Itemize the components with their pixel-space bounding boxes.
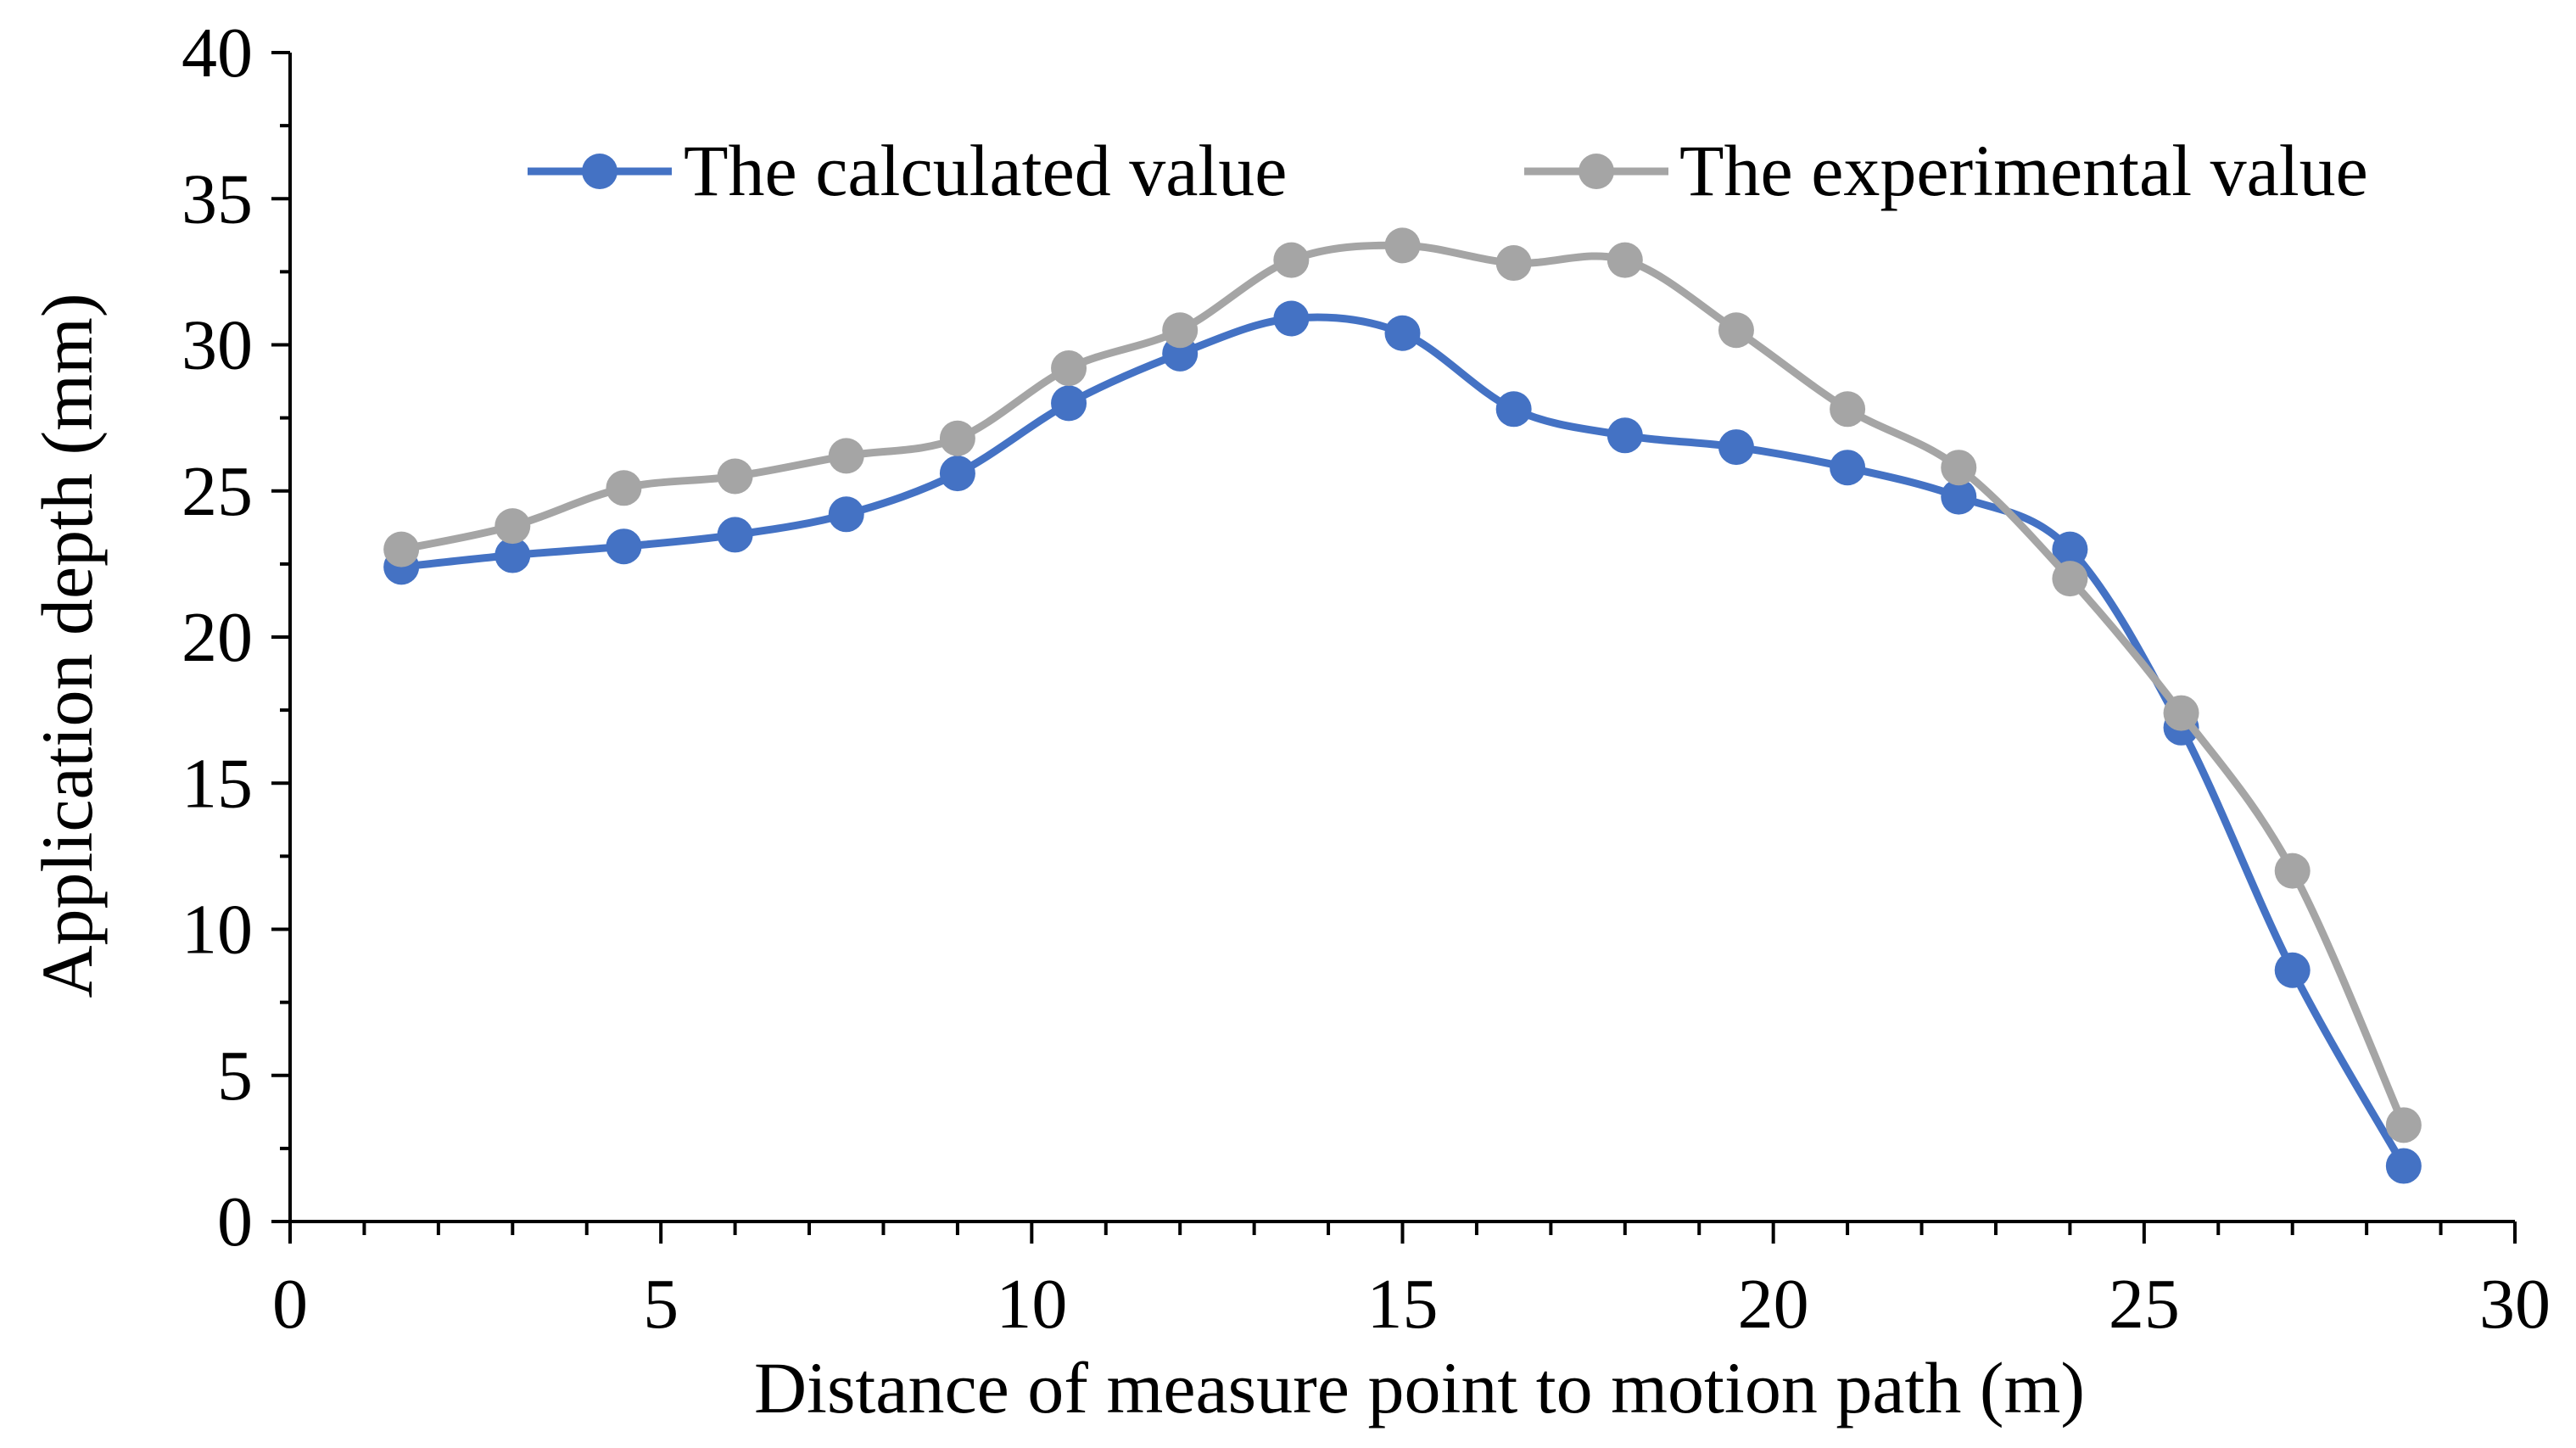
y-tick-label: 15 (182, 744, 253, 823)
y-tick-label: 25 (182, 452, 253, 531)
axes: 0 5 10 15 20 25 30 35 40 0 5 10 15 20 25 30 (182, 14, 2551, 1344)
y-tick-label: 30 (182, 306, 253, 385)
data-point (1830, 391, 1866, 428)
data-point (383, 531, 420, 567)
data-point (1941, 478, 1977, 515)
data-point (2274, 952, 2311, 988)
x-tick-label: 20 (1738, 1265, 1809, 1344)
x-tick-label: 15 (1367, 1265, 1439, 1344)
data-point (717, 458, 753, 495)
series-group (383, 227, 2422, 1184)
data-point (606, 470, 642, 506)
x-tick-label: 25 (2109, 1265, 2180, 1344)
data-point (1495, 391, 1532, 428)
data-point (1718, 312, 1754, 349)
data-point (1273, 242, 1310, 278)
series-calculated (383, 300, 2422, 1184)
data-point (717, 517, 753, 553)
x-tick-label: 10 (996, 1265, 1067, 1344)
data-point (606, 528, 642, 565)
data-point (828, 438, 864, 474)
data-point (2052, 561, 2088, 597)
legend-marker (582, 154, 617, 189)
series-experimental (383, 227, 2422, 1143)
data-point (1384, 227, 1421, 264)
series-line (397, 313, 2408, 1171)
legend-item-calculated: The calculated value (528, 130, 1287, 211)
y-tick-label: 10 (182, 891, 253, 970)
data-point (2385, 1148, 2422, 1184)
data-point (1495, 245, 1532, 282)
data-point (2385, 1107, 2422, 1143)
data-point (2274, 853, 2311, 889)
data-point (828, 496, 864, 533)
data-point (939, 420, 975, 456)
data-point (1607, 242, 1643, 278)
data-point (1718, 429, 1754, 466)
data-point (939, 456, 975, 492)
x-tick-label: 5 (643, 1265, 679, 1344)
y-tick-label: 20 (182, 598, 253, 677)
legend-label: The calculated value (684, 130, 1287, 211)
data-point (2052, 531, 2088, 567)
data-point (1607, 417, 1643, 454)
data-point (1051, 350, 1087, 387)
legend-item-experimental: The experimental value (1524, 130, 2368, 211)
y-tick-label: 35 (182, 159, 253, 238)
data-point (1051, 385, 1087, 422)
legend-label: The experimental value (1679, 130, 2368, 211)
legend-marker (1579, 154, 1614, 189)
x-tick-label: 30 (2479, 1265, 2551, 1344)
x-axis-title: Distance of measure point to motion path… (754, 1347, 2085, 1428)
data-point (1384, 315, 1421, 351)
y-tick-label: 40 (182, 14, 253, 92)
x-tick-label: 0 (272, 1265, 308, 1344)
y-axis-title: Application depth (mm) (26, 293, 108, 998)
data-point (495, 508, 531, 545)
data-point (1273, 300, 1310, 337)
data-point (1162, 312, 1199, 349)
data-point (1941, 450, 1977, 486)
y-tick-label: 5 (217, 1037, 253, 1115)
data-point (2163, 695, 2199, 731)
data-point (495, 537, 531, 573)
series-line (397, 241, 2408, 1129)
data-point (1830, 450, 1866, 486)
legend: The calculated value The experimental val… (528, 130, 2368, 211)
y-tick-label: 0 (217, 1182, 253, 1261)
